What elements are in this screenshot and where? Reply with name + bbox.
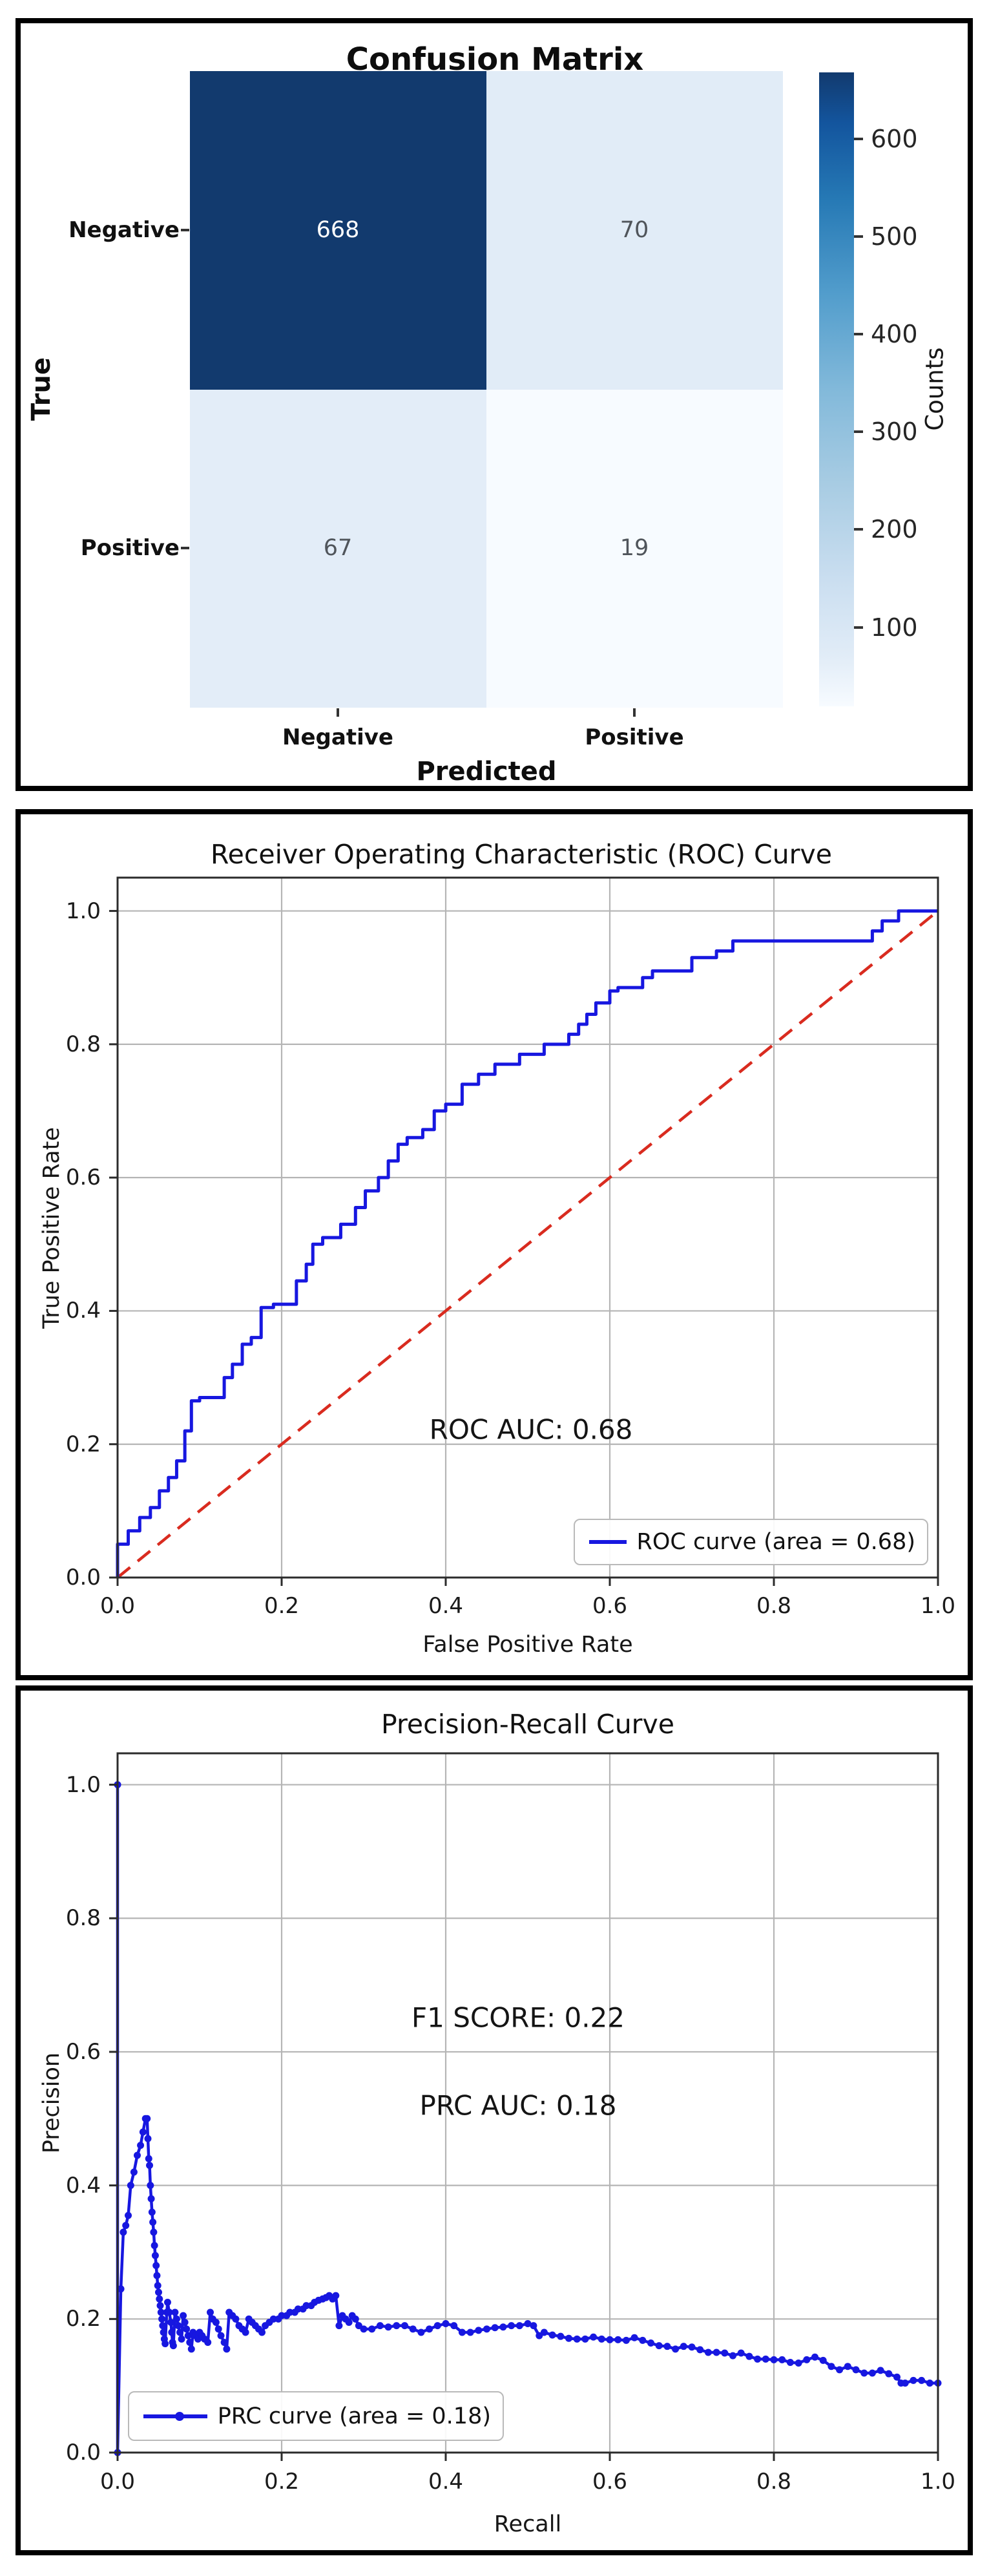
prc-y-axis-label: Precision (39, 2052, 65, 2154)
confusion-matrix-heatmap (190, 71, 783, 708)
colorbar-tick-label: 300 (871, 417, 918, 447)
x-tick-label: 0.0 (99, 2469, 136, 2495)
cm-cell-value-fn: 67 (323, 535, 353, 561)
x-tick-label: 0.2 (264, 2469, 300, 2495)
tick-mark (854, 137, 863, 140)
roc-auc-annotation: ROC AUC: 0.68 (429, 1413, 633, 1446)
tick-mark (854, 430, 863, 434)
x-tick-label: 0.8 (756, 1593, 792, 1619)
cm-ytick-positive: Positive (80, 535, 180, 561)
x-tick-label: 0.0 (99, 1593, 136, 1619)
y-tick-label: 0.2 (65, 2306, 101, 2332)
y-tick-label: 0.6 (65, 2038, 101, 2065)
tick-mark (633, 708, 636, 717)
heatmap-cell (486, 389, 783, 708)
confusion-matrix-panel (16, 18, 973, 791)
roc-legend-label: ROC curve (area = 0.68) (636, 1529, 915, 1555)
colorbar-label: Counts (921, 347, 949, 431)
y-tick-label: 0.8 (65, 1905, 101, 1932)
cm-xtick-positive: Positive (585, 724, 684, 750)
roc-y-axis-label: True Positive Rate (39, 1127, 65, 1329)
y-tick-label: 0.0 (65, 2440, 101, 2465)
confusion-matrix-title: Confusion Matrix (346, 41, 644, 78)
tick-mark (854, 626, 863, 629)
roc-legend-line-icon (589, 1540, 627, 1544)
cm-ytick-negative: Negative (68, 217, 180, 243)
x-tick-label: 0.6 (592, 1593, 628, 1619)
tick-mark (181, 229, 189, 231)
y-tick-label: 0.2 (65, 1431, 101, 1457)
x-tick-label: 1.0 (920, 1593, 956, 1619)
prc-legend-label: PRC curve (area = 0.18) (217, 2403, 491, 2429)
cm-xtick-negative: Negative (282, 724, 393, 750)
prc-auc-annotation: PRC AUC: 0.18 (419, 2089, 617, 2122)
x-tick-label: 0.8 (756, 2469, 792, 2495)
y-tick-label: 0.6 (65, 1165, 101, 1191)
x-tick-label: 0.6 (592, 2469, 628, 2495)
tick-mark (854, 235, 863, 238)
f1-score-annotation: F1 SCORE: 0.22 (411, 2001, 625, 2034)
colorbar-tick-label: 200 (871, 515, 918, 544)
roc-legend: ROC curve (area = 0.68) (574, 1519, 928, 1565)
x-tick-label: 0.4 (428, 1593, 464, 1619)
tick-mark (337, 708, 339, 717)
colorbar-tick-label: 400 (871, 320, 918, 349)
colorbar (819, 72, 854, 706)
roc-x-axis-label: False Positive Rate (422, 1632, 633, 1658)
cm-cell-value-fp: 70 (619, 217, 649, 243)
heatmap-cell (486, 71, 783, 390)
y-tick-label: 0.0 (65, 1565, 101, 1590)
cm-x-axis-label: Predicted (416, 757, 557, 787)
x-tick-label: 0.2 (264, 1593, 300, 1619)
precision-recall-panel (16, 1685, 973, 2555)
tick-mark (854, 528, 863, 531)
y-tick-label: 0.4 (65, 2172, 101, 2199)
roc-curve-panel (16, 809, 973, 1680)
roc-title: Receiver Operating Characteristic (ROC) … (211, 839, 832, 870)
colorbar-tick-label: 500 (871, 222, 918, 251)
cm-cell-value-tp: 19 (619, 535, 649, 561)
x-tick-label: 1.0 (920, 2469, 956, 2495)
y-tick-label: 0.8 (65, 1031, 101, 1057)
colorbar-tick-label: 600 (871, 124, 918, 153)
heatmap-cell (190, 71, 486, 390)
prc-legend: PRC curve (area = 0.18) (128, 2391, 504, 2441)
x-tick-label: 0.4 (428, 2469, 464, 2495)
prc-x-axis-label: Recall (494, 2511, 562, 2537)
cm-cell-value-tn: 668 (316, 217, 360, 243)
heatmap-cell (190, 389, 486, 708)
tick-mark (854, 333, 863, 336)
prc-legend-line-icon (143, 2411, 207, 2421)
colorbar-tick-label: 100 (871, 613, 918, 642)
y-tick-label: 1.0 (65, 1771, 101, 1798)
y-tick-label: 0.4 (65, 1298, 101, 1324)
prc-title: Precision-Recall Curve (380, 1709, 675, 1740)
y-tick-label: 1.0 (65, 898, 101, 924)
tick-mark (181, 547, 189, 549)
cm-y-axis-label: True (26, 357, 56, 421)
